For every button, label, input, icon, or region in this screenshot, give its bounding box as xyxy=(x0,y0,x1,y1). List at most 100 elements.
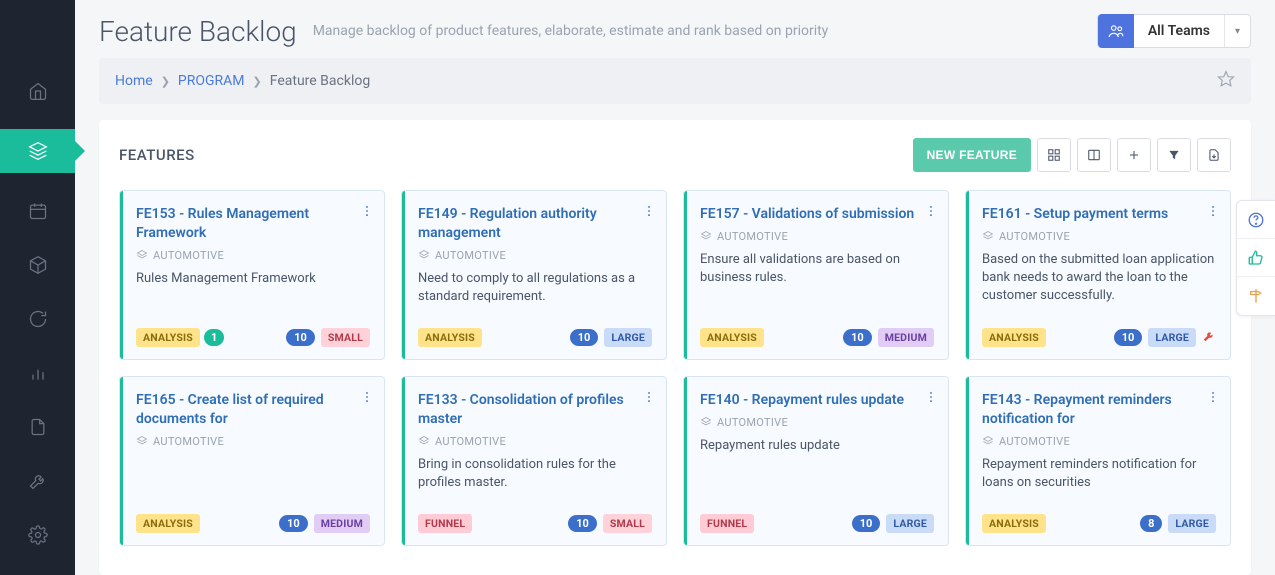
breadcrumb-home[interactable]: Home xyxy=(115,73,153,89)
card-description: Bring in consolidation rules for the pro… xyxy=(418,456,652,492)
card-title: FE143 - Repayment reminders notification… xyxy=(982,391,1216,429)
refresh-icon xyxy=(28,309,48,329)
card-description: Rules Management Framework xyxy=(136,270,370,288)
card-menu-button[interactable] xyxy=(642,203,656,222)
package-icon xyxy=(28,255,48,275)
card-menu-button[interactable] xyxy=(1206,389,1220,408)
card-description: Repayment reminders notification for loa… xyxy=(982,456,1216,492)
feature-card[interactable]: FE161 - Setup payment terms AUTOMOTIVE B… xyxy=(965,190,1231,360)
stage-badge: ANALYSIS xyxy=(700,328,764,347)
gear-icon xyxy=(28,525,48,545)
card-menu-button[interactable] xyxy=(360,203,374,222)
page-title: Feature Backlog xyxy=(99,15,297,48)
feature-card[interactable]: FE165 - Create list of required document… xyxy=(119,376,385,546)
stage-badge: ANALYSIS xyxy=(418,328,482,347)
card-description: Repayment rules update xyxy=(700,437,934,455)
card-title: FE149 - Regulation authority management xyxy=(418,205,652,243)
card-description: Based on the submitted loan application … xyxy=(982,251,1216,306)
kebab-icon xyxy=(1206,204,1220,218)
sidebar-tools[interactable] xyxy=(0,465,75,497)
layers-icon xyxy=(982,230,994,242)
breadcrumb-current: Feature Backlog xyxy=(270,73,370,89)
filter-icon xyxy=(1167,148,1181,162)
sidebar-home[interactable] xyxy=(0,75,75,107)
size-badge: LARGE xyxy=(604,328,652,347)
card-menu-button[interactable] xyxy=(924,203,938,222)
filter-button[interactable] xyxy=(1157,138,1191,172)
plus-icon xyxy=(1127,148,1141,162)
favorite-button[interactable] xyxy=(1217,70,1235,92)
card-title: FE153 - Rules Management Framework xyxy=(136,205,370,243)
export-button[interactable] xyxy=(1197,138,1231,172)
feature-card-grid: FE153 - Rules Management Framework AUTOM… xyxy=(99,186,1251,546)
stage-badge: FUNNEL xyxy=(700,514,754,533)
layers-icon xyxy=(418,249,430,261)
breadcrumb-program[interactable]: PROGRAM xyxy=(178,73,245,89)
card-epic: AUTOMOTIVE xyxy=(999,435,1070,448)
card-epic: AUTOMOTIVE xyxy=(999,230,1070,243)
layers-icon xyxy=(418,435,430,447)
card-menu-button[interactable] xyxy=(360,389,374,408)
view-columns-button[interactable] xyxy=(1077,138,1111,172)
kebab-icon xyxy=(1206,390,1220,404)
layers-icon xyxy=(982,435,994,447)
like-button[interactable] xyxy=(1237,239,1275,277)
count-badge: 10 xyxy=(568,515,597,532)
kebab-icon xyxy=(924,204,938,218)
extra-count-badge: 1 xyxy=(204,329,224,346)
feature-card[interactable]: FE153 - Rules Management Framework AUTOM… xyxy=(119,190,385,360)
breadcrumb: Home ❯ PROGRAM ❯ Feature Backlog xyxy=(99,58,1251,104)
feature-card[interactable]: FE149 - Regulation authority management … xyxy=(401,190,667,360)
card-description: Need to comply to all regulations as a s… xyxy=(418,270,652,306)
export-icon xyxy=(1207,148,1221,162)
sidebar-backlog[interactable] xyxy=(0,129,75,173)
count-badge: 10 xyxy=(570,329,599,346)
kebab-icon xyxy=(924,390,938,404)
star-icon xyxy=(1217,70,1235,88)
sidebar-calendar[interactable] xyxy=(0,195,75,227)
sidebar-docs[interactable] xyxy=(0,411,75,443)
size-badge: LARGE xyxy=(1148,328,1196,347)
team-selector[interactable]: All Teams ▾ xyxy=(1097,14,1251,48)
count-badge: 10 xyxy=(286,329,315,346)
size-badge: SMALL xyxy=(321,328,370,347)
features-panel: FEATURES NEW FEATURE xyxy=(99,120,1251,575)
chevron-down-icon: ▾ xyxy=(1224,15,1250,47)
card-epic: AUTOMOTIVE xyxy=(153,435,224,448)
size-badge: SMALL xyxy=(603,514,652,533)
stage-badge: ANALYSIS xyxy=(982,328,1046,347)
count-badge: 10 xyxy=(279,515,308,532)
sidebar-package[interactable] xyxy=(0,249,75,281)
stage-badge: ANALYSIS xyxy=(136,514,200,533)
card-menu-button[interactable] xyxy=(642,389,656,408)
sidebar-refresh[interactable] xyxy=(0,303,75,335)
feedback-button[interactable] xyxy=(1237,277,1275,315)
new-feature-button[interactable]: NEW FEATURE xyxy=(913,138,1031,172)
wrench-indicator-icon xyxy=(1202,328,1216,347)
feature-card[interactable]: FE140 - Repayment rules update AUTOMOTIV… xyxy=(683,376,949,546)
sidebar-charts[interactable] xyxy=(0,357,75,389)
help-button[interactable] xyxy=(1237,201,1275,239)
layers-icon xyxy=(28,141,48,161)
count-badge: 10 xyxy=(843,329,872,346)
card-menu-button[interactable] xyxy=(1206,203,1220,222)
size-badge: LARGE xyxy=(1168,514,1216,533)
team-label: All Teams xyxy=(1134,23,1224,39)
view-grid-button[interactable] xyxy=(1037,138,1071,172)
signpost-icon xyxy=(1247,287,1265,305)
layers-icon xyxy=(700,416,712,428)
card-epic: AUTOMOTIVE xyxy=(717,416,788,429)
card-menu-button[interactable] xyxy=(924,389,938,408)
feature-card[interactable]: FE157 - Validations of submission AUTOMO… xyxy=(683,190,949,360)
layers-icon xyxy=(136,249,148,261)
page-header: Feature Backlog Manage backlog of produc… xyxy=(75,0,1275,58)
kebab-icon xyxy=(642,390,656,404)
panel-header: FEATURES NEW FEATURE xyxy=(99,120,1251,186)
add-button[interactable] xyxy=(1117,138,1151,172)
feature-card[interactable]: FE143 - Repayment reminders notification… xyxy=(965,376,1231,546)
feature-card[interactable]: FE133 - Consolidation of profiles master… xyxy=(401,376,667,546)
left-sidebar xyxy=(0,0,75,575)
calendar-icon xyxy=(28,201,48,221)
kebab-icon xyxy=(642,204,656,218)
sidebar-settings[interactable] xyxy=(0,519,75,551)
